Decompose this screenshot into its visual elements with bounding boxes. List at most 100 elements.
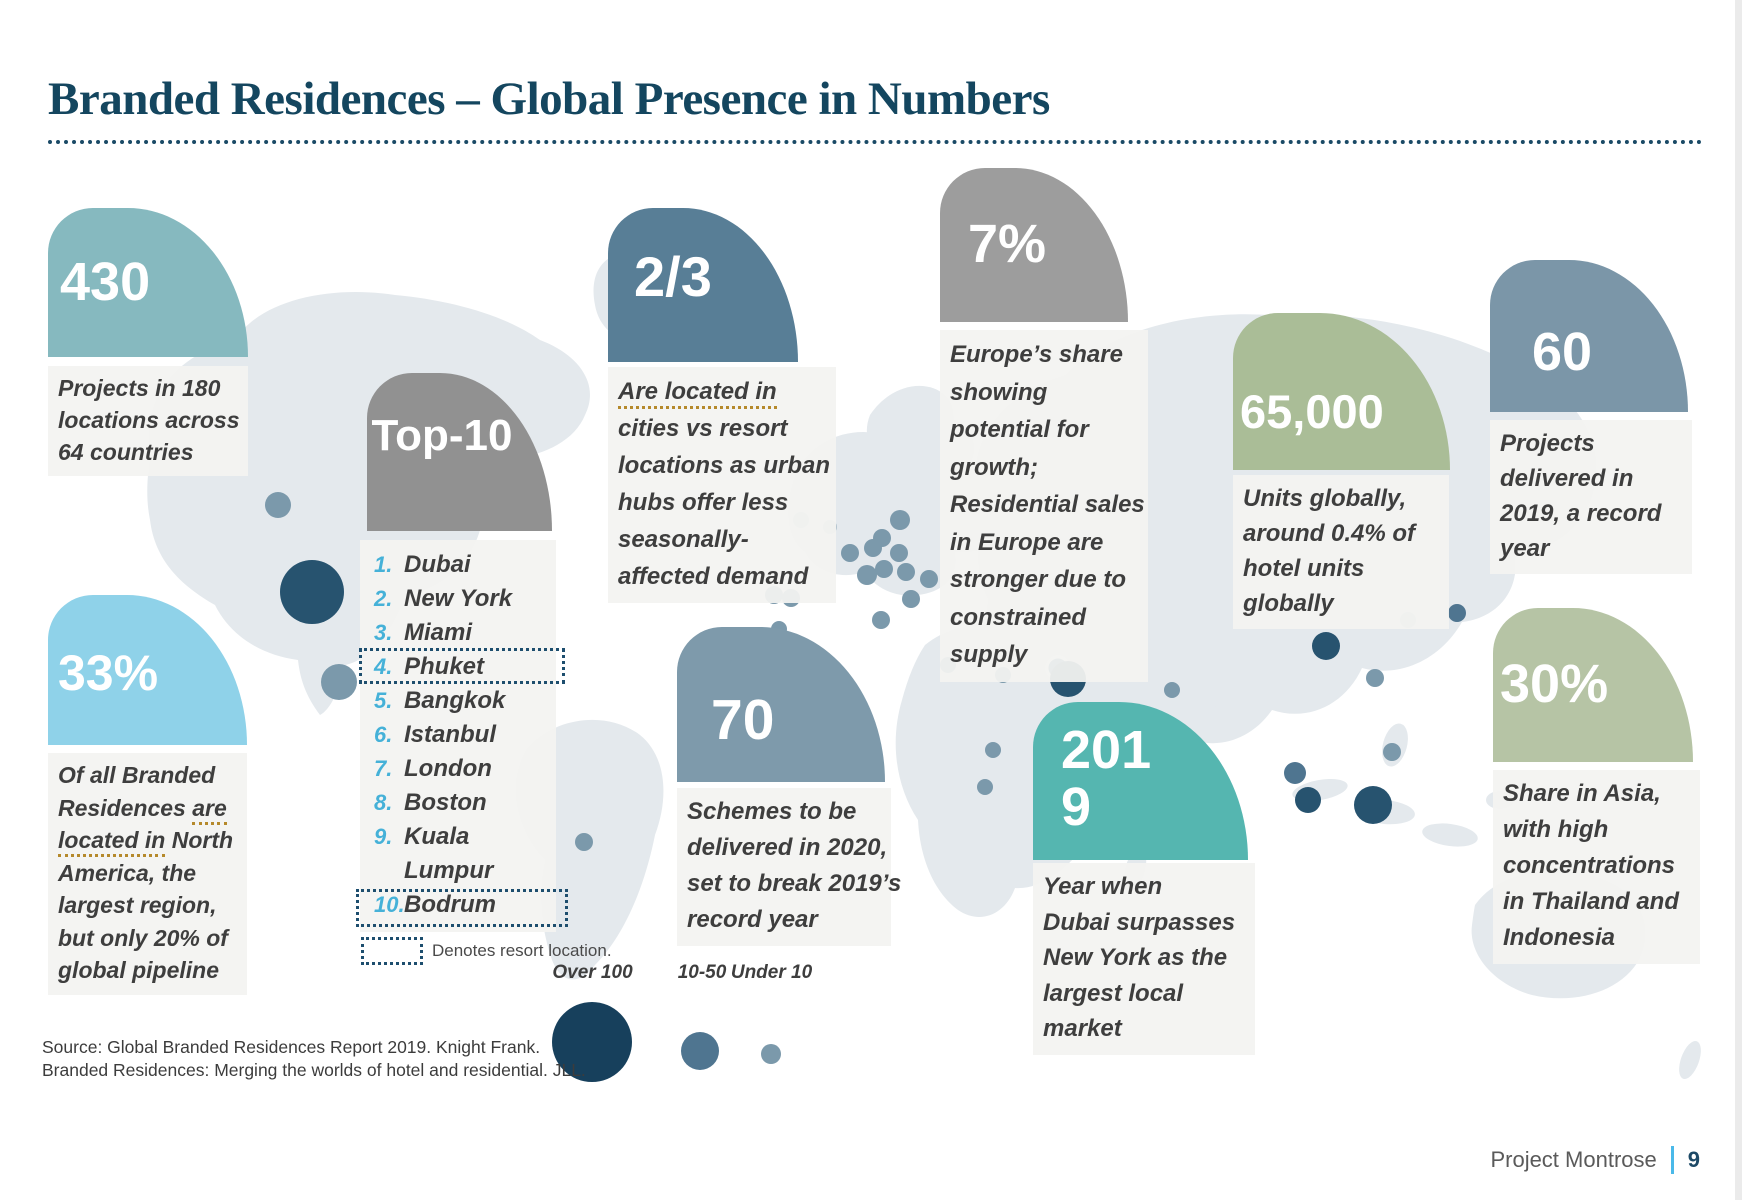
stat-30pct-caption: Share in Asia, with high concentrations … xyxy=(1493,770,1700,964)
city: Boston xyxy=(404,789,487,816)
stat-30pct-value: 30% xyxy=(1500,654,1609,714)
map-dot xyxy=(1284,762,1306,784)
stat-60-shape: 60 xyxy=(1490,260,1688,412)
map-dot xyxy=(864,539,882,557)
size-legend-label-under-10: Under 10 xyxy=(730,962,813,983)
map-dot xyxy=(857,565,877,585)
caption-line: potential for xyxy=(950,416,1089,443)
map-dot xyxy=(1164,682,1180,698)
top10-list: 1. Dubai 2. New York 3. Miami 4. Phuket 5. Ba… xyxy=(360,540,556,932)
map-dot xyxy=(265,492,291,518)
caption-line: delivered in 2020, xyxy=(687,834,888,861)
caption-line: Residences are xyxy=(58,792,237,825)
caption-line: located in North xyxy=(58,824,237,857)
caption-line: in Thailand and xyxy=(1503,888,1680,915)
caption-line: supply xyxy=(950,641,1028,668)
source-note: Source: Global Branded Residences Report… xyxy=(42,1036,586,1081)
map-dot xyxy=(1295,787,1321,813)
caption-line: constrained xyxy=(950,603,1087,631)
top10-row: 9. Kuala Lumpur xyxy=(360,820,556,888)
caption-line: 2019, a record xyxy=(1500,500,1662,527)
caption-line: locations as urban xyxy=(618,452,831,479)
map-dot xyxy=(920,570,938,588)
caption-line: Schemes to be xyxy=(687,798,857,825)
caption-line: record year xyxy=(687,906,818,933)
city: Phuket xyxy=(404,653,485,680)
caption-line: growth; xyxy=(950,453,1038,481)
caption-line: Projects in 180 xyxy=(58,375,221,401)
map-dot xyxy=(1383,743,1401,761)
map-dot xyxy=(575,833,593,851)
map-dot xyxy=(875,560,893,578)
rank: 5. xyxy=(374,688,393,713)
caption-line: stronger due to xyxy=(950,566,1127,593)
size-legend-label-10-50: 10-50 xyxy=(677,962,727,983)
top10-row: 6. Istanbul xyxy=(360,718,556,752)
caption-line: showing xyxy=(950,378,1048,406)
stat-60-caption: Projects delivered in 2019, a record yea… xyxy=(1490,420,1692,574)
page-footer: Project Montrose 9 xyxy=(1340,1146,1700,1174)
caption-text: Residences xyxy=(58,794,193,821)
resort-legend-label: Denotes resort location. xyxy=(432,941,612,960)
caption-line: locations across xyxy=(58,407,240,433)
top10-row: 7. London xyxy=(360,752,556,786)
top10-row: 3. Miami xyxy=(360,616,556,650)
stat-60-value: 60 xyxy=(1532,322,1593,382)
stat-2019-value: 2019 xyxy=(1061,720,1152,837)
rank: 9. xyxy=(374,824,393,849)
stat-top10-value: Top-10 xyxy=(371,411,513,460)
right-edge-strip xyxy=(1735,0,1742,1200)
city: New York xyxy=(404,585,513,612)
size-legend-circle-large xyxy=(552,1002,632,1082)
page-title: Branded Residences – Global Presence in … xyxy=(48,73,1050,125)
caption-line: Residential sales xyxy=(950,491,1145,518)
stat-33pct-value: 33% xyxy=(58,645,159,701)
caption-line: global pipeline xyxy=(58,957,220,983)
map-dot xyxy=(902,590,920,608)
size-legend-circle-medium xyxy=(681,1032,719,1070)
source-line: Source: Global Branded Residences Report… xyxy=(42,1037,541,1057)
map-dot xyxy=(890,510,910,530)
map-dot xyxy=(1448,604,1466,622)
map-dot xyxy=(890,544,908,562)
top10-row-resort: 10. Bodrum xyxy=(360,888,556,922)
city: Miami xyxy=(404,619,473,646)
stat-2019-caption: Year when Dubai surpasses New York as th… xyxy=(1033,863,1255,1055)
source-line: Branded Residences: Merging the worlds o… xyxy=(42,1059,586,1080)
caption-line: largest region, xyxy=(58,892,217,918)
caption-line: Are located in xyxy=(618,373,826,410)
caption-text: North xyxy=(165,827,234,853)
top10-row: 1. Dubai xyxy=(360,548,556,582)
stat-33pct-caption: Of all Branded Residences are located in… xyxy=(48,753,247,995)
caption-line: with high xyxy=(1503,816,1609,843)
size-legend-label-over-100: Over 100 xyxy=(552,962,633,983)
caption-line: Dubai surpasses xyxy=(1043,908,1236,936)
underlined-text: located in xyxy=(58,827,166,857)
caption-line: globally xyxy=(1243,590,1334,617)
stat-two-thirds-caption: Are located in cities vs resort location… xyxy=(608,367,836,603)
map-dot xyxy=(897,563,915,581)
title-dotted-rule xyxy=(48,140,1703,144)
caption-line: Units globally, xyxy=(1243,485,1407,512)
caption-line: New York as the xyxy=(1043,944,1228,971)
top10-row: 5. Bangkok xyxy=(360,684,556,718)
stat-65000-value: 65,000 xyxy=(1240,385,1384,438)
caption-line: concentrations xyxy=(1503,852,1676,879)
rank: 8. xyxy=(374,790,393,815)
resort-location-box-phuket xyxy=(359,648,565,684)
rank: 3. xyxy=(374,620,393,645)
caption-line: set to break 2019’s xyxy=(687,870,902,897)
footer-page-number: 9 xyxy=(1687,1147,1700,1172)
rank: 2. xyxy=(374,586,393,611)
size-legend-circle-small xyxy=(761,1044,781,1064)
city: Kuala Lumpur xyxy=(404,823,494,884)
map-dot xyxy=(977,779,993,795)
footer-project-name: Project Montrose xyxy=(1490,1147,1657,1172)
city: London xyxy=(404,755,492,782)
caption-line: Year when xyxy=(1043,873,1163,900)
caption-line: hotel units xyxy=(1243,555,1365,582)
stat-two-thirds-shape: 2/3 xyxy=(608,208,798,362)
caption-line: hubs offer less xyxy=(618,489,789,516)
stat-65000-caption: Units globally, around 0.4% of hotel uni… xyxy=(1233,475,1449,629)
map-dot xyxy=(1354,786,1392,824)
